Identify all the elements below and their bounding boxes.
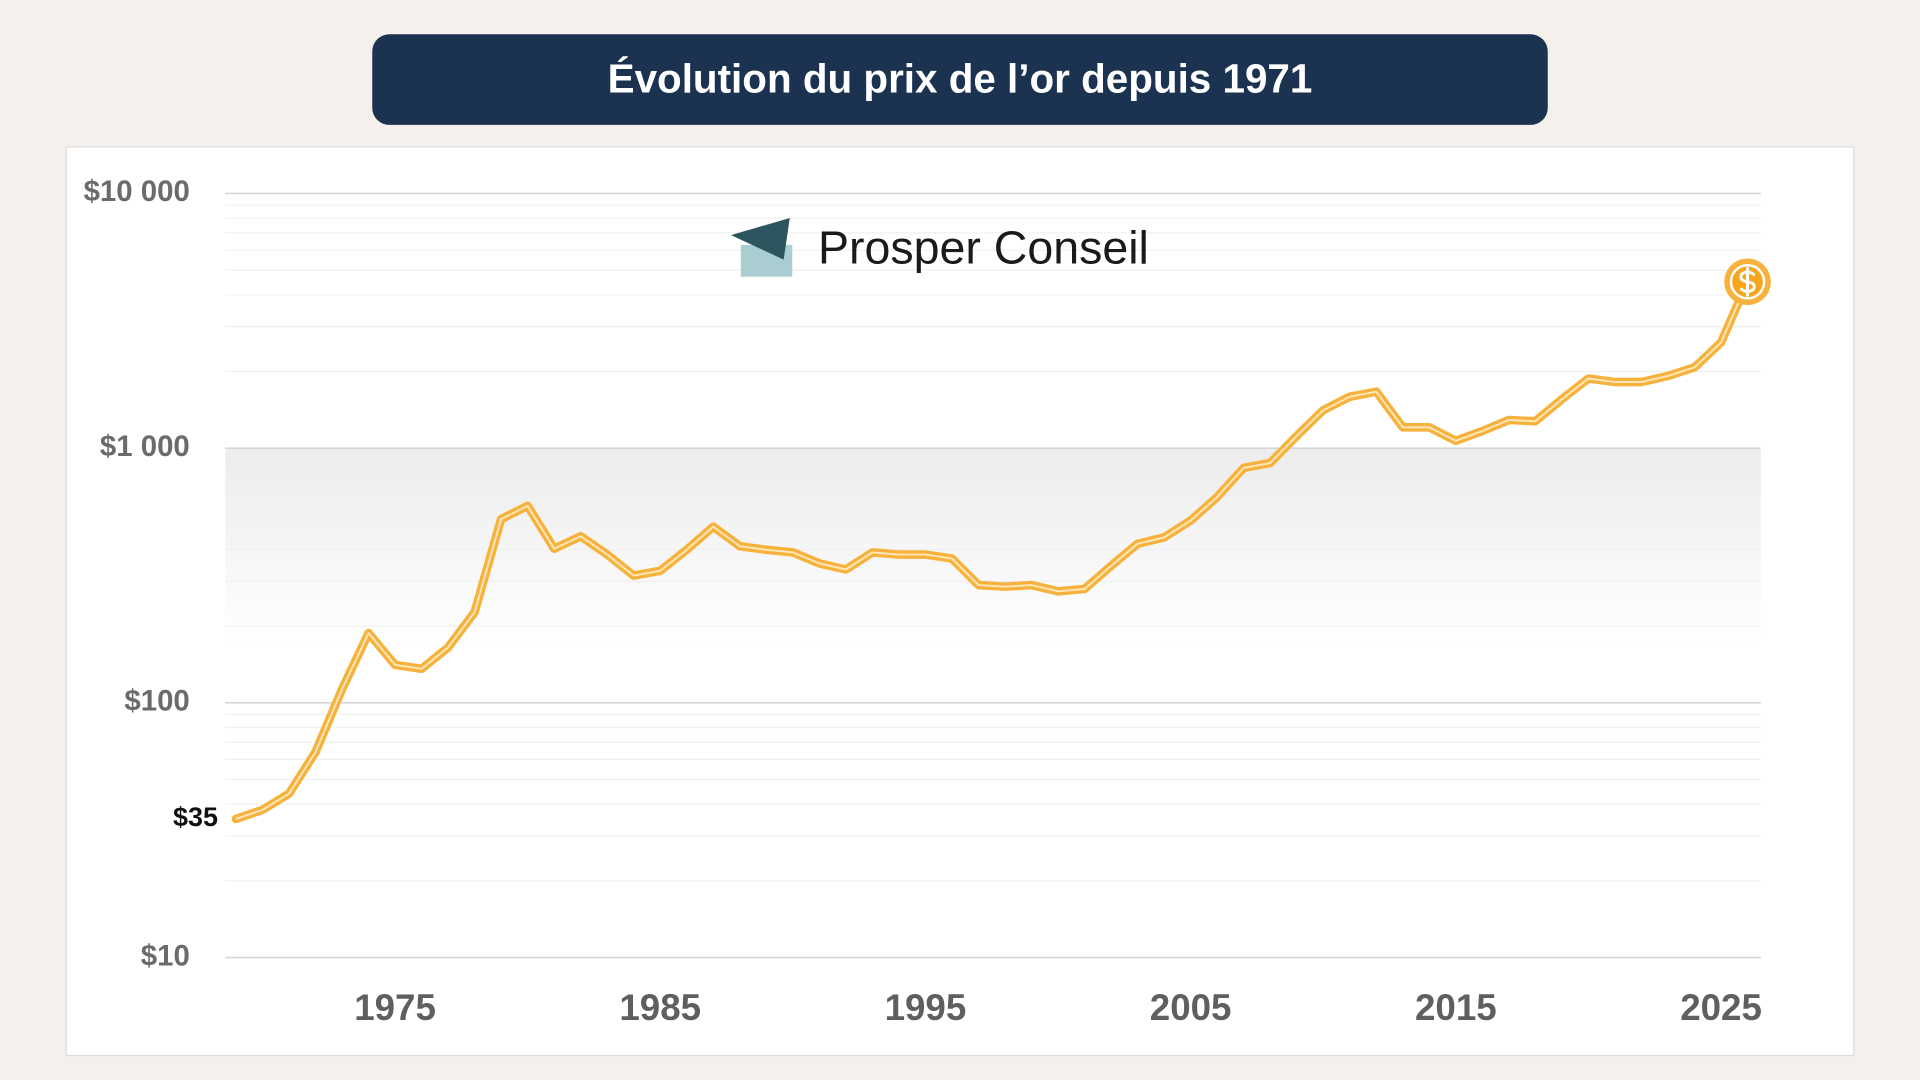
marks bbox=[231, 258, 1771, 824]
x-tick-label: 2025 bbox=[1680, 987, 1762, 1028]
x-tick-label: 1985 bbox=[619, 987, 701, 1028]
shaded-band bbox=[225, 448, 1761, 645]
grid: $10 $100 $1 000 $10 000 1975 1985 1995 2005 2015… bbox=[84, 175, 1762, 1028]
logo-icon-flag bbox=[731, 217, 790, 260]
y-tick-label: $10 bbox=[141, 939, 190, 972]
x-tick-label: 1995 bbox=[885, 987, 967, 1028]
x-tick-label: 1975 bbox=[354, 987, 436, 1028]
brand-name: Prosper Conseil bbox=[818, 221, 1149, 273]
chart-title: Évolution du prix de l’or depuis 1971 bbox=[608, 56, 1313, 102]
y-annotation: $35 bbox=[173, 802, 218, 832]
price-line-highlight bbox=[235, 281, 1749, 820]
x-tick-label: 2015 bbox=[1415, 987, 1497, 1028]
logo: Prosper Conseil bbox=[731, 217, 1149, 277]
y-tick-label: $1 000 bbox=[100, 430, 190, 463]
y-tick-label: $10 000 bbox=[84, 175, 190, 208]
coin-symbol bbox=[1739, 266, 1756, 297]
coin-icon bbox=[1724, 258, 1771, 306]
x-tick-label: 2005 bbox=[1150, 987, 1232, 1028]
title-box bbox=[372, 34, 1548, 125]
y-tick-label: $100 bbox=[124, 685, 189, 718]
